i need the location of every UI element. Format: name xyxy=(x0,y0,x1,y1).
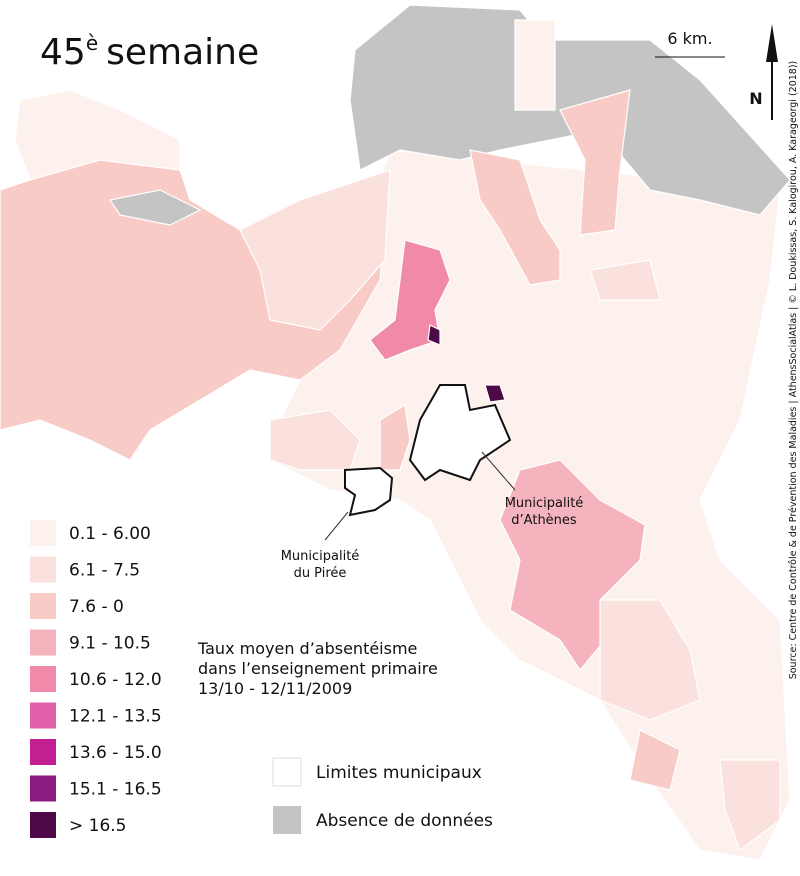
region xyxy=(589,259,661,301)
region xyxy=(719,759,781,851)
legend-label: 12.1 - 13.5 xyxy=(69,707,162,727)
limits-swatch xyxy=(272,757,302,787)
map-regions xyxy=(0,4,791,861)
piraeus-label: du Pirée xyxy=(294,566,347,581)
legend-swatch xyxy=(30,593,56,619)
legend-label: 9.1 - 10.5 xyxy=(69,634,151,654)
legend-swatch xyxy=(30,666,56,692)
north-label: N xyxy=(749,89,762,108)
legend-label: 7.6 - 0 xyxy=(69,597,124,617)
legend-title: 13/10 - 12/11/2009 xyxy=(198,679,352,698)
legend-label: 13.6 - 15.0 xyxy=(69,743,162,763)
athens-boundary xyxy=(408,384,512,482)
legend-swatch xyxy=(30,775,56,802)
limits-label: Limites municipaux xyxy=(316,763,482,783)
legend-label: 10.6 - 12.0 xyxy=(69,670,162,690)
region xyxy=(427,324,441,346)
athens-label: d’Athènes xyxy=(511,513,577,528)
region xyxy=(599,599,701,721)
piraeus-boundary xyxy=(344,466,394,517)
north-arrow-head xyxy=(766,24,778,62)
region xyxy=(514,19,556,111)
legend-swatch xyxy=(30,812,56,838)
region xyxy=(559,89,631,236)
legend-swatch xyxy=(30,702,56,729)
nodata-swatch xyxy=(273,806,301,834)
legend-title: Taux moyen d’absentéisme xyxy=(197,639,417,658)
region xyxy=(239,169,391,331)
leader-line xyxy=(481,451,516,491)
scale-label: 6 km. xyxy=(667,29,712,48)
legend-swatch xyxy=(30,520,56,546)
legend-label: 0.1 - 6.00 xyxy=(69,524,151,544)
legend-swatch xyxy=(30,556,56,583)
no-data-region xyxy=(109,189,202,226)
legend-title: dans l’enseignement primaire xyxy=(198,659,438,678)
legend-label: 6.1 - 7.5 xyxy=(69,561,140,581)
nodata-label: Absence de données xyxy=(316,811,493,831)
title: 45è semaine xyxy=(40,31,259,73)
source: Source: Centre de Contrôle & de Préventi… xyxy=(788,61,799,680)
athens-label: Municipalité xyxy=(505,496,584,511)
annotations: Municipalité d’Athènes Municipalité du Piré… xyxy=(281,496,584,581)
legend-label: 15.1 - 16.5 xyxy=(69,780,162,800)
piraeus-label: Municipalité xyxy=(281,549,360,564)
region xyxy=(629,729,681,791)
legend-swatch xyxy=(30,739,56,765)
leader-line xyxy=(324,511,349,541)
legend-label: > 16.5 xyxy=(69,816,127,836)
legend-swatch xyxy=(30,629,56,656)
region xyxy=(14,89,181,181)
region xyxy=(484,384,506,403)
region xyxy=(379,404,411,471)
region xyxy=(469,149,561,286)
